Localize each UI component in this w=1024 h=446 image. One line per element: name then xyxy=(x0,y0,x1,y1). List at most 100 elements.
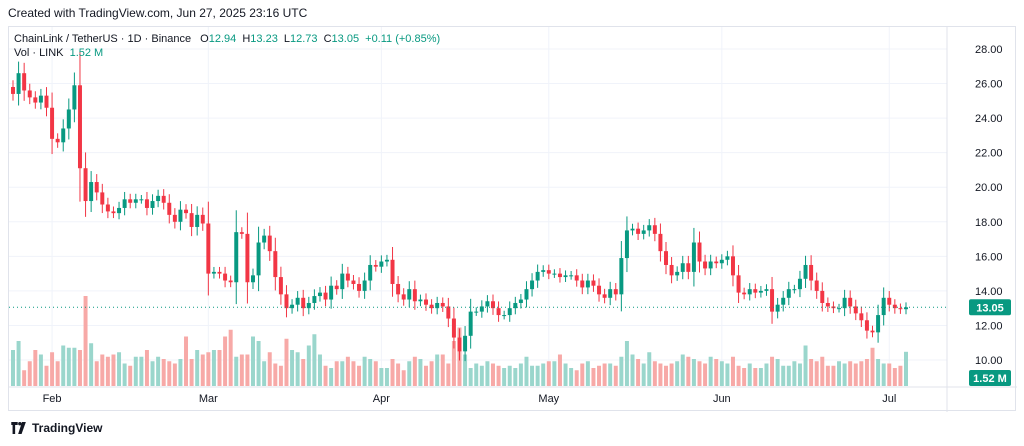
candle-body xyxy=(485,301,490,307)
volume-bar xyxy=(496,365,501,386)
x-tick-label: Feb xyxy=(43,393,62,405)
candlestick-chart[interactable]: 28.00 26.00 24.00 22.00 20.00 18.00 16.00 14.00… xyxy=(9,27,1017,412)
volume-bar xyxy=(178,359,183,386)
candle-body xyxy=(38,95,43,103)
volume-bar xyxy=(100,354,105,386)
legend-low: 12.73 xyxy=(290,33,318,45)
candle-body xyxy=(608,289,613,298)
candle-body xyxy=(156,195,161,202)
candle-body xyxy=(362,280,367,291)
y-tick-label: 28.00 xyxy=(975,44,1003,56)
candle-body xyxy=(764,289,769,291)
candle-body xyxy=(530,280,535,290)
volume-bar xyxy=(223,336,228,386)
chart-frame[interactable]: 28.00 26.00 24.00 22.00 20.00 18.00 16.00 14.00… xyxy=(8,26,1017,412)
candle-body xyxy=(580,280,585,288)
volume-bar xyxy=(412,356,417,386)
candle-body xyxy=(820,290,825,303)
candle-body xyxy=(50,107,55,139)
volume-bar xyxy=(580,363,585,386)
volume-bar xyxy=(368,359,373,386)
last-price-tag xyxy=(969,299,1011,316)
volume-bar xyxy=(396,363,401,386)
volume-bar xyxy=(697,361,702,386)
candle-body xyxy=(446,306,451,319)
candle-body xyxy=(535,271,540,281)
x-tick-label: Jul xyxy=(882,393,896,405)
candle-body xyxy=(100,192,105,205)
tradingview-logo[interactable]: TradingView xyxy=(10,421,102,435)
candle-body xyxy=(585,280,590,288)
candle-body xyxy=(898,308,903,310)
volume-bar xyxy=(217,350,222,386)
volume-bar xyxy=(357,365,362,386)
volume-bar xyxy=(301,359,306,386)
candle-body xyxy=(301,297,306,309)
candle-body xyxy=(323,292,328,300)
candle-body xyxy=(245,233,250,283)
candle-body xyxy=(496,308,501,316)
candle-body xyxy=(234,232,239,283)
volume-bar xyxy=(418,359,423,386)
candle-body xyxy=(630,228,635,231)
volume-bar xyxy=(50,352,55,386)
volume-bar xyxy=(440,354,445,386)
candle-body xyxy=(602,294,607,298)
candle-body xyxy=(251,275,255,283)
volume-bar xyxy=(686,356,691,386)
candle-body xyxy=(502,315,507,317)
candle-body xyxy=(312,296,317,303)
candle-body xyxy=(636,228,641,234)
candle-body xyxy=(440,302,445,307)
candle-body xyxy=(396,283,401,295)
volume-bar xyxy=(853,363,858,386)
volume-bar xyxy=(128,365,133,386)
volume-bar xyxy=(641,363,646,386)
volume-bar xyxy=(172,363,177,386)
y-tick-label: 26.00 xyxy=(975,79,1003,91)
legend-volume-label[interactable]: Vol · LINK xyxy=(14,47,64,59)
candle-body xyxy=(11,87,15,94)
volume-bar xyxy=(139,356,144,386)
volume-bar xyxy=(345,356,350,386)
candle-body xyxy=(619,258,624,295)
candle-body xyxy=(429,304,434,309)
candle-body xyxy=(206,223,211,274)
volume-bar xyxy=(117,352,122,386)
volume-bar xyxy=(848,361,853,386)
volume-bar xyxy=(424,365,429,386)
candle-body xyxy=(77,85,82,169)
candle-body xyxy=(189,213,194,227)
candle-body xyxy=(435,302,440,309)
volume-bar xyxy=(38,354,43,386)
candle-body xyxy=(139,199,144,201)
legend-symbol[interactable]: ChainLink / TetherUS · 1D · Binance xyxy=(14,33,192,45)
candle-body xyxy=(691,242,696,272)
volume-bar xyxy=(485,361,490,386)
volume-bar xyxy=(384,368,389,386)
volume-bar xyxy=(719,361,724,386)
candle-body xyxy=(904,307,908,310)
candle-body xyxy=(223,273,228,281)
volume-bar xyxy=(262,361,267,386)
candle-body xyxy=(379,261,384,267)
volume-bar xyxy=(295,352,300,386)
candle-body xyxy=(128,199,133,203)
candle-body xyxy=(853,306,858,314)
volume-bar xyxy=(630,354,635,386)
volume-bar xyxy=(251,336,255,386)
candle-body xyxy=(814,280,819,291)
volume-bar xyxy=(675,361,680,386)
candle-body xyxy=(373,264,378,267)
candle-body xyxy=(775,304,780,312)
candle-body xyxy=(463,335,468,352)
candle-body xyxy=(837,308,842,310)
candle-body xyxy=(424,299,429,305)
volume-bar xyxy=(608,363,613,386)
volume-bar xyxy=(72,347,77,386)
y-tick-label: 18.00 xyxy=(975,217,1003,229)
candle-body xyxy=(680,263,685,272)
y-tick-label: 24.00 xyxy=(975,113,1003,125)
volume-bar xyxy=(401,370,406,386)
legend-volume-row: Vol · LINK 1.52 M xyxy=(14,46,440,60)
